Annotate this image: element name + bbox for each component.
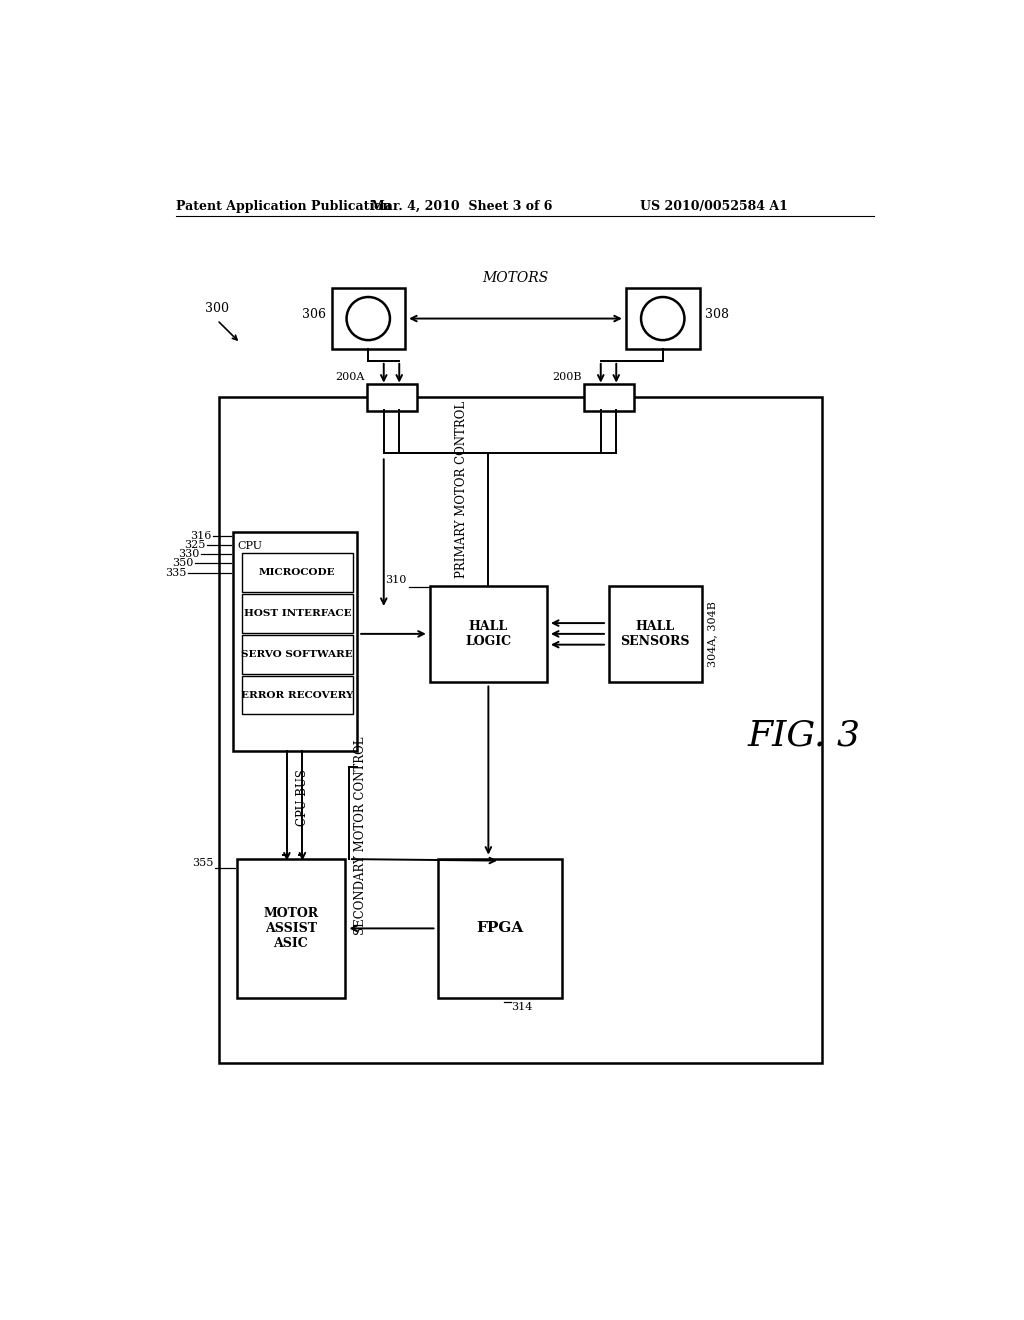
Text: MOTOR
ASSIST
ASIC: MOTOR ASSIST ASIC — [263, 907, 318, 950]
Bar — [584, 384, 634, 411]
Bar — [242, 553, 352, 591]
Bar — [232, 532, 356, 751]
Bar — [608, 586, 701, 682]
Text: ERROR RECOVERY: ERROR RECOVERY — [241, 690, 353, 700]
Text: 200B: 200B — [552, 372, 582, 383]
Text: PRIMARY MOTOR CONTROL: PRIMARY MOTOR CONTROL — [455, 401, 468, 578]
Bar — [242, 676, 352, 714]
Bar — [219, 397, 821, 1063]
Text: 308: 308 — [706, 308, 729, 321]
Text: HALL
SENSORS: HALL SENSORS — [621, 620, 690, 648]
Text: SERVO SOFTWARE: SERVO SOFTWARE — [242, 649, 353, 659]
Text: HOST INTERFACE: HOST INTERFACE — [244, 609, 351, 618]
Text: 304A, 304B: 304A, 304B — [708, 601, 718, 667]
Text: Mar. 4, 2010  Sheet 3 of 6: Mar. 4, 2010 Sheet 3 of 6 — [371, 199, 552, 213]
Text: 350: 350 — [172, 558, 194, 569]
Text: 306: 306 — [302, 308, 326, 321]
Text: 325: 325 — [184, 540, 206, 550]
Text: 355: 355 — [191, 858, 213, 869]
Text: Patent Application Publication: Patent Application Publication — [176, 199, 391, 213]
Bar — [332, 288, 406, 350]
Text: CPU: CPU — [238, 541, 262, 550]
Text: MOTORS: MOTORS — [482, 271, 549, 285]
Text: 335: 335 — [166, 568, 187, 578]
Bar — [242, 635, 352, 673]
Text: 200A: 200A — [335, 372, 365, 383]
Text: 330: 330 — [178, 549, 200, 560]
Text: FPGA: FPGA — [476, 921, 523, 936]
Bar — [242, 594, 352, 632]
Text: HALL
LOGIC: HALL LOGIC — [465, 620, 511, 648]
Text: US 2010/0052584 A1: US 2010/0052584 A1 — [640, 199, 787, 213]
Text: MICROCODE: MICROCODE — [259, 568, 336, 577]
Text: SECONDARY MOTOR CONTROL: SECONDARY MOTOR CONTROL — [354, 737, 367, 936]
Bar — [367, 384, 417, 411]
Text: FIG. 3: FIG. 3 — [748, 719, 861, 752]
Text: 314: 314 — [512, 1002, 534, 1012]
Text: CPU BUS: CPU BUS — [296, 770, 309, 826]
Text: 316: 316 — [190, 531, 212, 541]
Text: 310: 310 — [386, 574, 407, 585]
Bar — [430, 586, 547, 682]
Text: 300: 300 — [206, 302, 229, 315]
Bar — [438, 859, 562, 998]
Circle shape — [641, 297, 684, 341]
Bar — [237, 859, 345, 998]
Bar — [627, 288, 700, 350]
Circle shape — [346, 297, 390, 341]
